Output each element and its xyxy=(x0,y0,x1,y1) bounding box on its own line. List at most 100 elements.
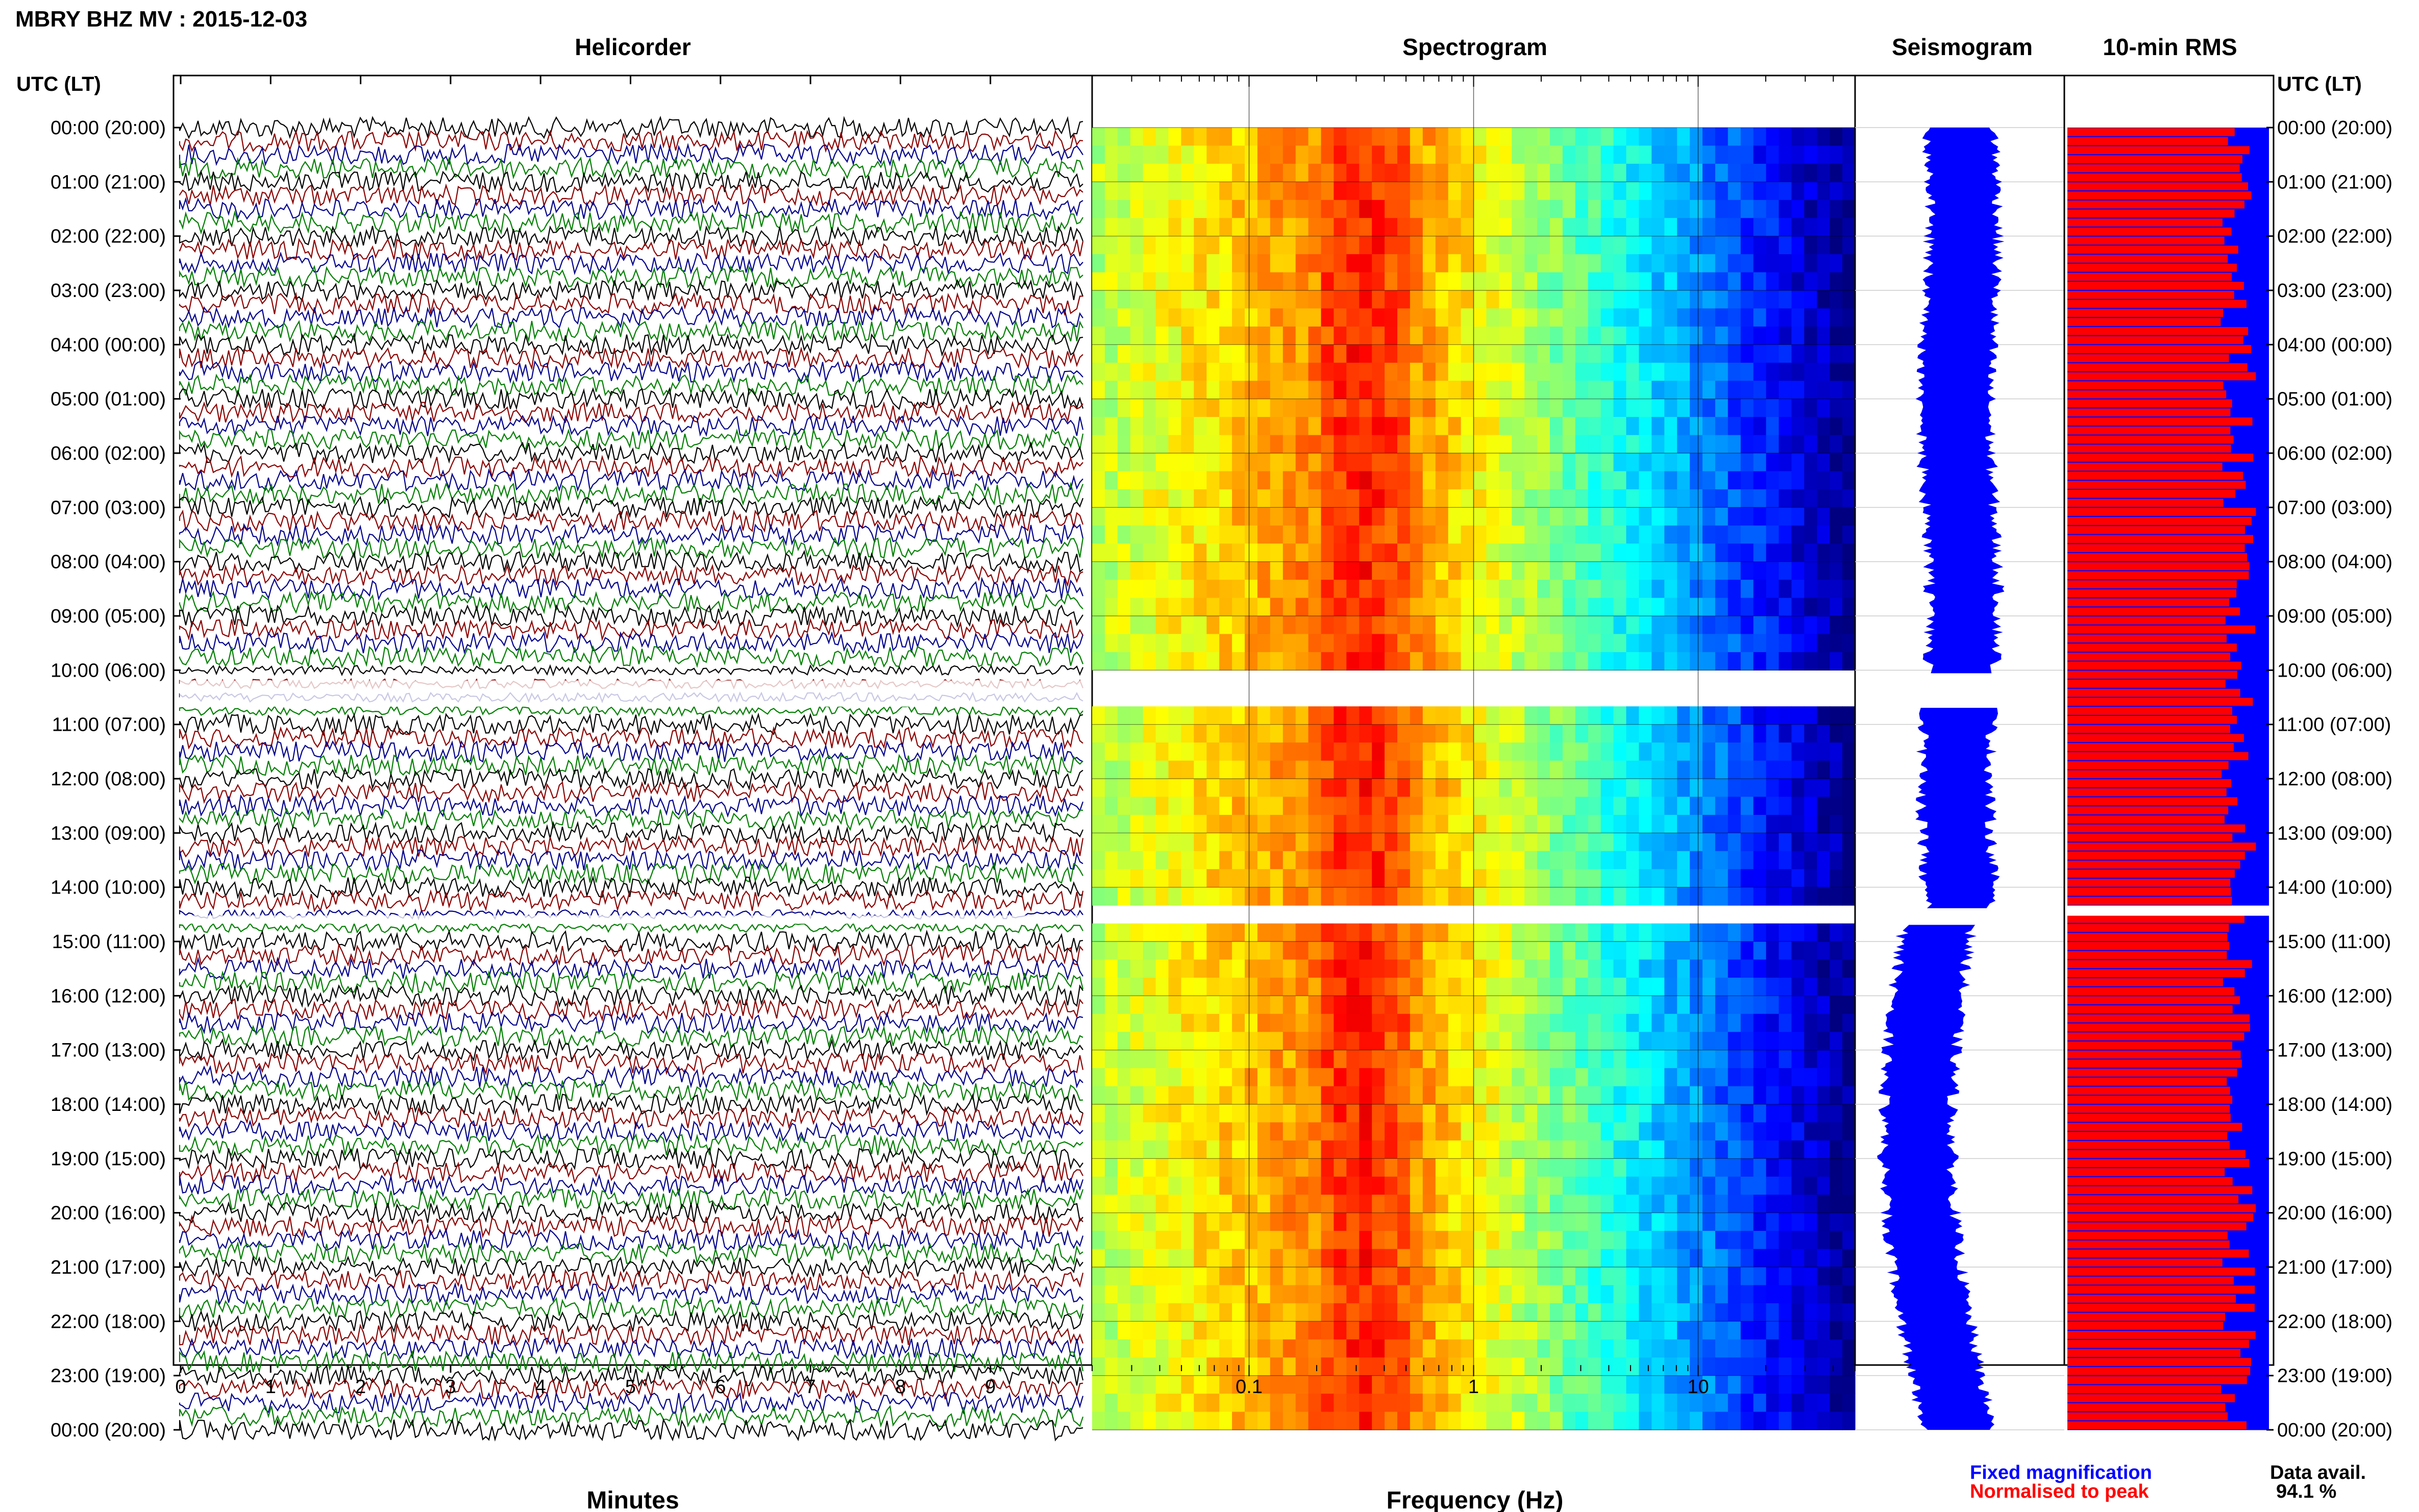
spectrogram-cell xyxy=(1206,381,1220,400)
spectrogram-cell xyxy=(1626,1013,1639,1032)
spectrogram-cell xyxy=(1143,1140,1156,1159)
spectrogram-cell xyxy=(1410,1231,1423,1250)
spectrogram-cell xyxy=(1677,525,1690,544)
spectrogram-cell xyxy=(1830,869,1843,888)
spectrogram-cell xyxy=(1651,507,1665,526)
spectrogram-cell xyxy=(1194,163,1207,182)
spectrogram-cell xyxy=(1613,1050,1627,1069)
spectrogram-cell xyxy=(1308,1357,1322,1376)
spectrogram-cell xyxy=(1690,814,1703,833)
spectrogram-cell xyxy=(1219,1394,1232,1412)
helicorder-trace xyxy=(179,197,1083,221)
rms-normalised-bar xyxy=(2067,462,2223,471)
spectrogram-cell xyxy=(1448,616,1462,634)
time-label-left: 00:00 (20:00) xyxy=(51,117,166,139)
spectrogram-cell xyxy=(1321,453,1334,472)
spectrogram-cell xyxy=(1727,1249,1741,1268)
spectrogram-cell xyxy=(1651,1122,1665,1141)
spectrogram-cell xyxy=(1168,814,1181,833)
spectrogram-cell xyxy=(1639,471,1652,490)
spectrogram-cell xyxy=(1461,1140,1474,1159)
spectrogram-cell xyxy=(1664,941,1677,960)
time-label-right: 08:00 (04:00) xyxy=(2277,552,2392,573)
spectrogram-cell xyxy=(1181,1411,1194,1430)
spectrogram-cell xyxy=(1282,145,1296,164)
rms-normalised-bar xyxy=(2067,671,2237,679)
spectrogram-cell xyxy=(1257,344,1271,363)
spectrogram-cell xyxy=(1232,1212,1245,1231)
spectrogram-cell xyxy=(1842,507,1856,526)
spectrogram-cell xyxy=(1842,1013,1856,1032)
spectrogram-cell xyxy=(1334,1321,1347,1340)
spectrogram-cell xyxy=(1104,1032,1118,1051)
spectrogram-cell xyxy=(1206,1195,1220,1213)
spectrogram-cell xyxy=(1155,1050,1169,1069)
spectrogram-cell xyxy=(1346,1140,1360,1159)
spectrogram-cell xyxy=(1143,1122,1156,1141)
spectrogram-cell xyxy=(1359,1339,1372,1358)
spectrogram-cell xyxy=(1143,941,1156,960)
spectrogram-cell xyxy=(1550,308,1563,327)
spectrogram-cell xyxy=(1334,1050,1347,1069)
rms-normalised-bar xyxy=(2067,1168,2225,1176)
spectrogram-cell xyxy=(1206,1122,1220,1141)
spectrogram-cell xyxy=(1677,145,1690,164)
spectrogram-cell xyxy=(1448,959,1462,978)
spectrogram-cell xyxy=(1499,1267,1512,1285)
spectrogram-cell xyxy=(1194,344,1207,363)
spectrogram-cell xyxy=(1600,561,1614,580)
spectrogram-cell xyxy=(1422,399,1436,417)
spectrogram-cell xyxy=(1232,833,1245,852)
spectrogram-cell xyxy=(1499,1195,1512,1213)
rms-normalised-bar xyxy=(2067,1303,2255,1312)
spectrogram-cell xyxy=(1155,399,1169,417)
spectrogram-cell xyxy=(1613,1249,1627,1268)
rms-normalised-bar xyxy=(2067,318,2221,326)
spectrogram-cell xyxy=(1512,163,1525,182)
spectrogram-cell xyxy=(1664,1285,1677,1304)
spectrogram-cell xyxy=(1130,814,1144,833)
spectrogram-cell xyxy=(1499,779,1512,797)
spectrogram-cell xyxy=(1753,779,1767,797)
spectrogram-cell xyxy=(1168,742,1181,761)
spectrogram-cell xyxy=(1664,200,1677,218)
spectrogram-cell xyxy=(1473,326,1487,345)
rms-normalised-bar xyxy=(2067,1077,2227,1086)
spectrogram-cell xyxy=(1448,218,1462,237)
spectrogram-cell xyxy=(1537,869,1550,888)
spectrogram-cell xyxy=(1282,1411,1296,1430)
spectrogram-cell xyxy=(1257,254,1271,273)
spectrogram-cell xyxy=(1245,851,1258,870)
spectrogram-cell xyxy=(1715,1068,1729,1087)
spectrogram-cell xyxy=(1359,1394,1372,1412)
spectrogram-cell xyxy=(1168,362,1181,381)
spectrogram-cell xyxy=(1092,1086,1105,1105)
spectrogram-cell xyxy=(1206,1394,1220,1412)
spectrogram-cell xyxy=(1613,652,1627,671)
spectrogram-cell xyxy=(1397,1394,1411,1412)
spectrogram-cell xyxy=(1270,525,1283,544)
spectrogram-cell xyxy=(1740,399,1754,417)
spectrogram-cell xyxy=(1588,417,1601,436)
spectrogram-cell xyxy=(1155,1195,1169,1213)
spectrogram-cell xyxy=(1104,1285,1118,1304)
spectrogram-cell xyxy=(1346,272,1360,291)
spectrogram-cell xyxy=(1677,236,1690,255)
spectrogram-cell xyxy=(1245,1176,1258,1195)
spectrogram-cell xyxy=(1715,507,1729,526)
spectrogram-cell xyxy=(1626,1267,1639,1285)
rms-normalised-bar xyxy=(2067,715,2237,724)
spectrogram-cell xyxy=(1435,145,1449,164)
spectrogram-cell xyxy=(1512,1231,1525,1250)
spectrogram-cell xyxy=(1562,760,1576,779)
spectrogram-cell xyxy=(1155,833,1169,852)
spectrogram-cell xyxy=(1562,435,1576,454)
spectrogram-cell xyxy=(1766,1303,1780,1322)
spectrogram-cell xyxy=(1473,543,1487,562)
spectrogram-cell xyxy=(1245,525,1258,544)
spectrogram-cell xyxy=(1410,145,1423,164)
spectrogram-cell xyxy=(1575,996,1589,1014)
spectrogram-cell xyxy=(1727,507,1741,526)
spectrogram-cell xyxy=(1626,218,1639,237)
spectrogram-cell xyxy=(1130,308,1144,327)
